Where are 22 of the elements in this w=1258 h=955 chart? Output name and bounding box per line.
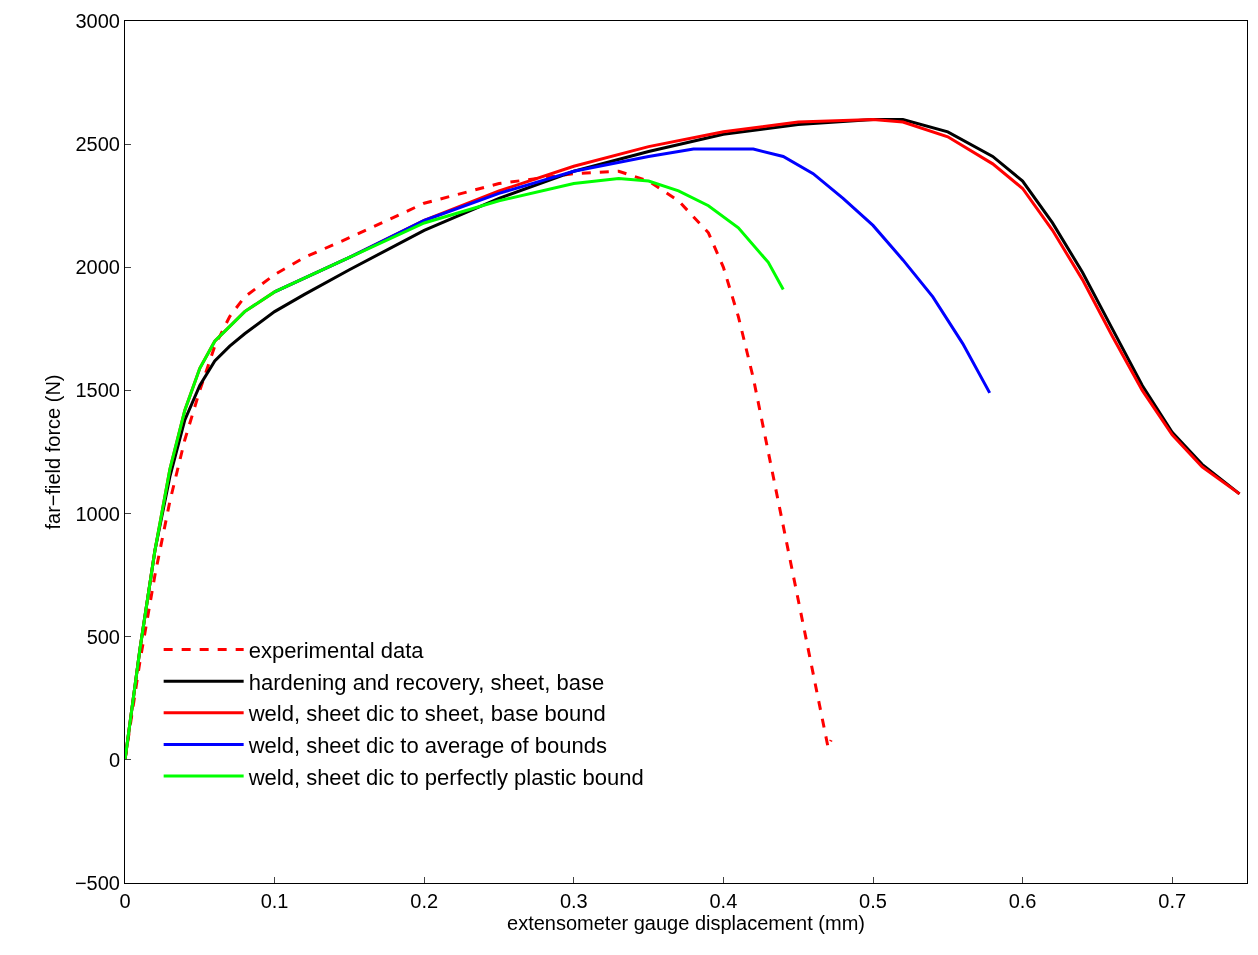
y-tick-label: 2500 <box>75 133 120 156</box>
x-tick-label: 0.2 <box>410 890 439 912</box>
x-axis-title: extensometer gauge displacement (mm) <box>507 912 865 934</box>
y-tick-label: 500 <box>86 625 120 648</box>
legend-label: experimental data <box>248 638 425 664</box>
legend-label: weld, sheet dic to sheet, base bound <box>247 701 606 727</box>
x-tick-label: 0.1 <box>260 890 289 912</box>
y-tick-label: 2000 <box>75 256 120 279</box>
legend-label: hardening and recovery, sheet, base <box>248 669 605 695</box>
x-tick-label: 0.3 <box>559 890 588 912</box>
y-tick-label: 3000 <box>75 10 120 32</box>
y-tick-label: 1500 <box>75 379 120 402</box>
y-tick-label: 1000 <box>75 502 120 525</box>
x-tick-label: 0.7 <box>1158 890 1187 912</box>
x-tick-label: 0.4 <box>709 890 738 912</box>
legend-label: weld, sheet dic to perfectly plastic bound <box>247 764 644 790</box>
y-tick-label: −500 <box>74 872 120 894</box>
x-tick-label: 0.5 <box>859 890 887 912</box>
y-axis-title: far−field force (N) <box>42 374 65 530</box>
x-tick-label: 0.6 <box>1008 890 1037 912</box>
y-tick-label: 0 <box>108 748 120 771</box>
legend-label: weld, sheet dic to average of bounds <box>247 732 608 758</box>
